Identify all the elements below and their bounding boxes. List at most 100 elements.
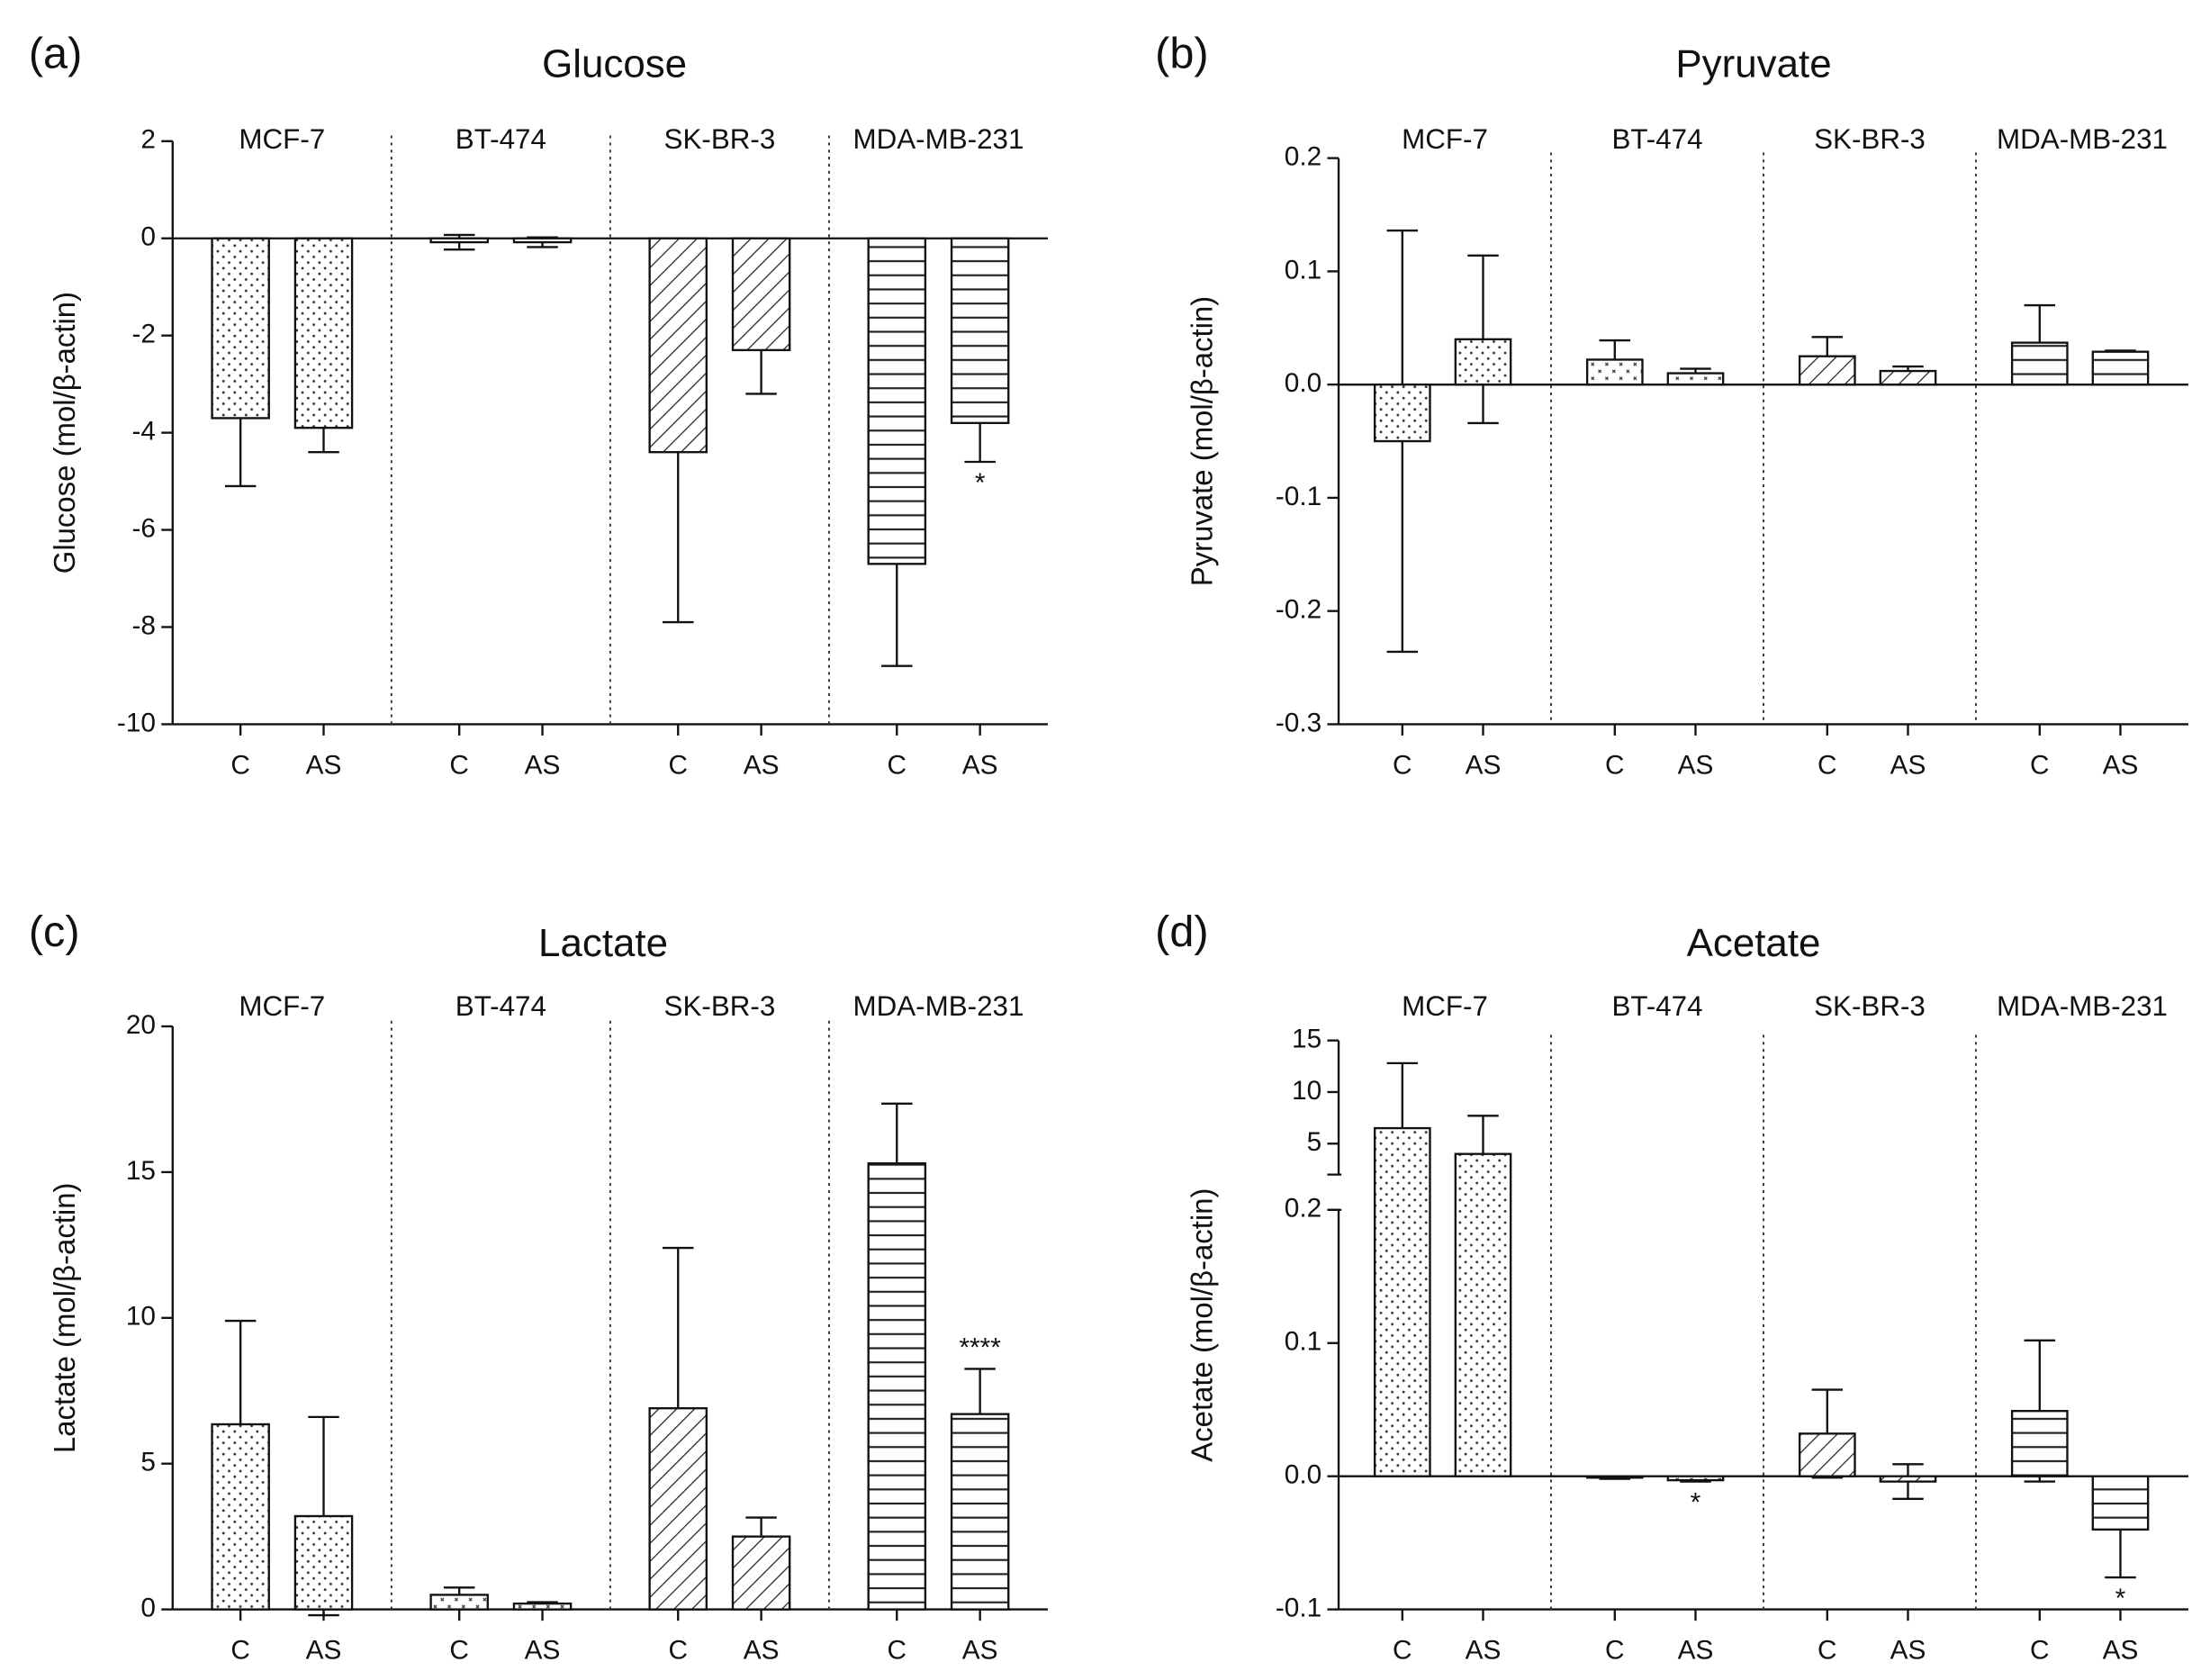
- y-tick-label: -0.1: [1276, 1593, 1321, 1622]
- y-tick-label: 5: [140, 1448, 156, 1477]
- y-tick-label: 0: [140, 222, 156, 252]
- group-label: BT-474: [1611, 990, 1702, 1022]
- x-tick-label: C: [449, 750, 469, 780]
- bar: [211, 1423, 270, 1611]
- y-tick-label: 0.1: [1285, 1327, 1321, 1357]
- y-axis-label: Acetate (mol/β-actin): [1186, 1188, 1219, 1462]
- y-tick-label: 15: [1292, 1025, 1321, 1054]
- x-tick-label: C: [668, 750, 688, 780]
- y-tick-label: 0.0: [1285, 368, 1321, 398]
- x-tick-label: AS: [962, 1636, 998, 1666]
- y-tick-label: 10: [1292, 1076, 1321, 1106]
- bar: [1666, 1475, 1725, 1482]
- x-tick-label: AS: [525, 750, 561, 780]
- group-label: BT-474: [456, 990, 546, 1022]
- group-label: BT-474: [456, 123, 546, 155]
- y-axis-label: Glucose (mol/β-actin): [48, 292, 81, 574]
- chart-title: Glucose: [542, 41, 687, 86]
- significance-mark: *: [975, 468, 986, 498]
- bar: [1585, 358, 1644, 386]
- y-axis-label: Lactate (mol/β-actin): [48, 1183, 81, 1454]
- x-tick-label: AS: [2103, 750, 2139, 780]
- bar: [429, 1594, 489, 1611]
- bar: [293, 1514, 354, 1611]
- x-tick-label: C: [888, 750, 907, 780]
- y-tick-label: 0: [140, 1593, 156, 1622]
- x-tick-label: AS: [1678, 750, 1714, 780]
- bar: [2091, 350, 2150, 386]
- x-tick-label: C: [1818, 750, 1837, 780]
- y-tick-label: 0.2: [1285, 141, 1321, 171]
- x-tick-label: AS: [306, 750, 342, 780]
- group-label: SK-BR-3: [664, 123, 776, 155]
- y-tick-label: 10: [126, 1302, 156, 1332]
- group-label: MDA-MB-231: [1997, 123, 2168, 155]
- y-tick-label: 0.2: [1285, 1194, 1321, 1224]
- y-tick-label: 20: [126, 1010, 156, 1040]
- y-tick-label: 15: [126, 1156, 156, 1186]
- bar: [512, 237, 573, 244]
- x-tick-label: C: [888, 1636, 907, 1666]
- x-tick-label: C: [1605, 1636, 1625, 1666]
- group-label: BT-474: [1611, 123, 1702, 155]
- bar: [211, 237, 270, 420]
- y-tick-label: -4: [131, 416, 155, 446]
- bar: [1879, 1475, 1937, 1483]
- panel-label: (a): [29, 30, 82, 78]
- bar: [1798, 1432, 1856, 1477]
- chart-title: Lactate: [538, 921, 668, 965]
- bar: [293, 237, 354, 429]
- x-tick-label: AS: [744, 1636, 780, 1666]
- panel-label: (d): [1155, 908, 1208, 956]
- bar: [648, 237, 708, 454]
- group-label: MCF-7: [1402, 123, 1488, 155]
- group-label: MDA-MB-231: [852, 123, 1024, 155]
- x-tick-label: C: [2030, 750, 2050, 780]
- x-tick-label: C: [1605, 750, 1625, 780]
- group-label: MDA-MB-231: [852, 990, 1024, 1022]
- x-tick-label: AS: [1466, 1636, 1502, 1666]
- bar: [1373, 1126, 1431, 1477]
- group-label: MCF-7: [239, 990, 325, 1022]
- y-axis-label: Pyruvate (mol/β-actin): [1186, 296, 1219, 586]
- group-label: SK-BR-3: [1814, 990, 1926, 1022]
- x-tick-label: C: [1393, 1636, 1412, 1666]
- group-label: SK-BR-3: [1814, 123, 1926, 155]
- x-tick-label: AS: [1466, 750, 1502, 780]
- bar: [2091, 1475, 2150, 1531]
- bar: [1798, 355, 1856, 386]
- bar: [867, 1161, 927, 1611]
- x-tick-label: C: [449, 1636, 469, 1666]
- x-tick-label: AS: [525, 1636, 561, 1666]
- bar: [867, 237, 927, 565]
- bar: [2010, 341, 2069, 386]
- y-tick-label: -6: [131, 513, 155, 543]
- y-tick-label: 0.1: [1285, 255, 1321, 285]
- significance-mark: *: [1691, 1488, 1701, 1518]
- bar: [512, 1602, 573, 1611]
- group-label: SK-BR-3: [664, 990, 776, 1022]
- bar: [1373, 383, 1431, 443]
- y-tick-label: -0.2: [1276, 595, 1321, 625]
- chart-title: Pyruvate: [1675, 41, 1831, 86]
- chart-title: Acetate: [1687, 921, 1821, 965]
- x-tick-label: AS: [1678, 1636, 1714, 1666]
- bar: [731, 1535, 791, 1611]
- bar: [1585, 1475, 1644, 1479]
- x-tick-label: C: [1393, 750, 1412, 780]
- bar: [950, 237, 1010, 424]
- panel-label: (c): [29, 908, 80, 956]
- bar: [648, 1406, 708, 1611]
- y-tick-label: -2: [131, 320, 155, 349]
- x-tick-label: AS: [744, 750, 780, 780]
- bar: [2010, 1410, 2069, 1477]
- x-tick-label: C: [230, 1636, 250, 1666]
- y-tick-label: 5: [1307, 1127, 1322, 1157]
- bar: [950, 1413, 1010, 1611]
- x-tick-label: AS: [1890, 1636, 1926, 1666]
- x-tick-label: AS: [962, 750, 998, 780]
- bar: [1454, 338, 1512, 386]
- y-tick-label: -10: [117, 708, 156, 737]
- panel-label: (b): [1155, 30, 1208, 78]
